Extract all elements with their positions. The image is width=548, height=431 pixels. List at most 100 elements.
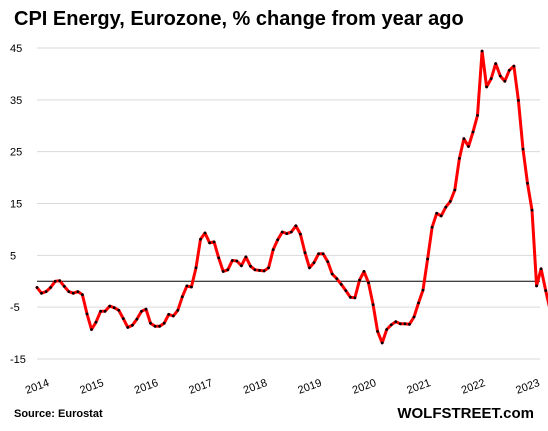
data-point — [435, 211, 439, 215]
y-tick-label: 15 — [10, 199, 22, 211]
data-point — [530, 208, 534, 212]
data-point — [112, 306, 116, 310]
data-point — [99, 309, 102, 313]
data-point — [485, 85, 488, 89]
y-tick-label: 35 — [10, 95, 22, 107]
series-line — [35, 49, 548, 345]
data-point — [240, 264, 243, 268]
data-point — [267, 266, 270, 270]
data-point — [226, 268, 230, 272]
data-point — [258, 269, 261, 272]
data-point — [458, 157, 461, 160]
data-point — [126, 326, 130, 329]
data-point — [299, 232, 302, 236]
data-point — [140, 309, 143, 313]
data-point — [190, 285, 193, 289]
data-point — [371, 303, 375, 306]
data-point — [280, 230, 284, 234]
y-tick-label: -15 — [10, 354, 26, 366]
data-point — [271, 248, 275, 252]
data-point — [308, 266, 311, 270]
data-point — [453, 188, 457, 192]
data-point — [389, 323, 393, 327]
data-point — [330, 272, 334, 276]
data-point — [417, 301, 420, 305]
data-point — [131, 323, 134, 327]
data-point — [244, 255, 248, 259]
data-point — [367, 281, 370, 285]
data-point — [349, 295, 352, 299]
data-point — [221, 270, 225, 273]
data-point — [208, 241, 212, 245]
data-point — [517, 99, 520, 102]
data-point — [71, 291, 75, 295]
data-point — [326, 260, 330, 263]
data-point — [44, 290, 48, 293]
data-point — [535, 284, 538, 288]
data-point — [249, 264, 252, 268]
data-point — [40, 291, 43, 295]
source-label: Source: Eurostat — [14, 408, 103, 420]
data-point — [67, 290, 71, 293]
data-point — [467, 145, 470, 148]
x-tick-label: 2018 — [242, 377, 269, 397]
x-tick-label: 2020 — [351, 377, 378, 397]
chart-title: CPI Energy, Eurozone, % change from year… — [14, 8, 464, 30]
data-point — [176, 308, 180, 312]
data-point — [353, 296, 357, 300]
data-point — [135, 317, 139, 321]
data-point — [144, 307, 148, 311]
data-point — [476, 114, 479, 117]
data-point — [185, 284, 189, 288]
data-point — [494, 62, 498, 65]
data-point — [426, 257, 429, 261]
data-point — [344, 289, 348, 292]
y-tick-label: 25 — [10, 147, 22, 159]
y-tick-label: -5 — [10, 302, 20, 314]
data-point — [35, 286, 39, 289]
data-point — [398, 322, 402, 326]
y-tick-label: 45 — [10, 43, 22, 55]
x-tick-label: 2023 — [514, 377, 541, 397]
data-point — [62, 285, 66, 288]
data-point — [544, 289, 548, 292]
data-point — [81, 293, 84, 297]
data-point — [58, 279, 62, 283]
data-point — [408, 322, 411, 326]
data-point — [439, 214, 443, 218]
data-point — [90, 328, 93, 331]
data-point — [503, 79, 507, 83]
data-point — [303, 251, 307, 255]
data-point — [339, 283, 343, 286]
data-point — [507, 68, 511, 72]
data-point — [199, 237, 202, 241]
data-point — [171, 314, 175, 318]
data-point — [317, 252, 320, 256]
data-point — [358, 278, 361, 282]
data-point — [94, 320, 98, 324]
data-point — [444, 205, 448, 209]
data-point — [276, 238, 280, 242]
data-point — [376, 330, 379, 333]
data-point — [448, 200, 452, 203]
data-point — [108, 304, 112, 308]
data-point — [289, 230, 293, 234]
data-point — [194, 266, 198, 270]
data-point — [521, 147, 525, 151]
data-point — [380, 341, 384, 345]
x-axis-tick-labels: 2014 2015 2016 2017 2018 2019 2020 2021 2022 2023 — [24, 377, 542, 397]
data-point — [539, 267, 543, 271]
data-point — [321, 252, 325, 256]
data-point — [153, 324, 157, 328]
data-point — [121, 317, 125, 320]
x-tick-label: 2015 — [78, 377, 105, 397]
data-point — [53, 279, 57, 283]
data-point — [526, 181, 529, 185]
data-point — [312, 261, 316, 264]
data-point — [285, 232, 289, 236]
data-point — [262, 269, 266, 273]
data-point — [117, 308, 121, 312]
series-markers — [35, 49, 548, 345]
data-point — [212, 240, 216, 244]
